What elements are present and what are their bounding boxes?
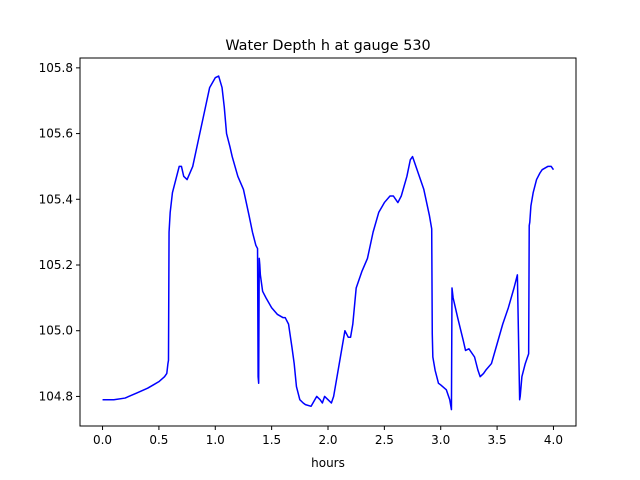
x-tick-label: 1.0 (206, 433, 225, 447)
x-tick-label: 3.5 (488, 433, 507, 447)
chart-title: Water Depth h at gauge 530 (225, 38, 430, 54)
x-tick-label: 2.5 (375, 433, 394, 447)
x-tick-label: 4.0 (544, 433, 563, 447)
x-tick-label: 0.5 (149, 433, 168, 447)
x-tick-label: 1.5 (262, 433, 281, 447)
y-tick-label: 105.0 (39, 324, 73, 338)
y-tick-label: 105.6 (39, 127, 73, 141)
plot-area (102, 75, 555, 411)
axes-frame (79, 57, 577, 427)
y-tick-label: 105.2 (39, 258, 73, 272)
y-tick-label: 105.4 (39, 192, 73, 206)
y-tick-label: 104.8 (39, 389, 73, 403)
y-tick-label: 105.8 (39, 61, 73, 75)
series-line (102, 75, 555, 411)
y-axis: 104.8 105.0 105.2 105.4 105.6 105.8 (39, 61, 80, 403)
x-axis: 0.0 0.5 1.0 1.5 2.0 2.5 3.0 3.5 4.0 (93, 426, 563, 447)
x-tick-label: 2.0 (318, 433, 337, 447)
x-tick-label: 3.0 (431, 433, 450, 447)
x-axis-label: hours (311, 456, 345, 470)
x-tick-label: 0.0 (93, 433, 112, 447)
